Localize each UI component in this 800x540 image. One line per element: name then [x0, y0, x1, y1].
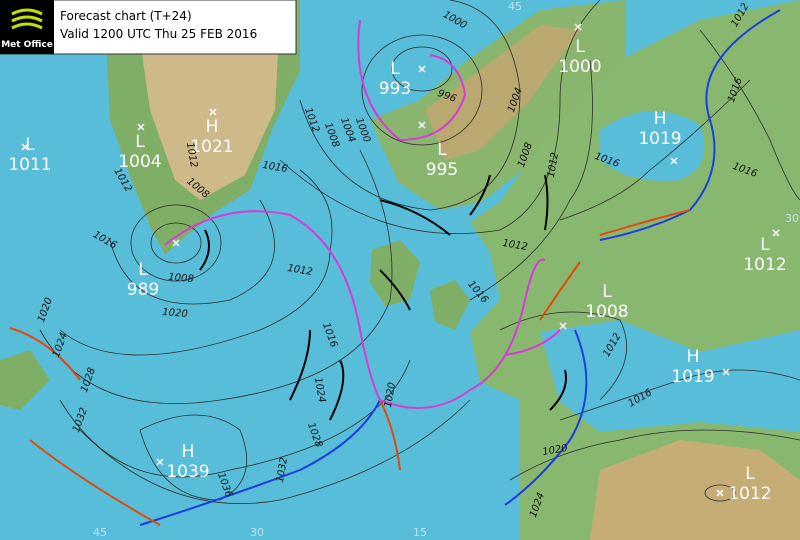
- center-type: L: [138, 260, 148, 280]
- graticule-label: 30: [250, 526, 264, 539]
- isobar-label: 1032: [275, 457, 290, 484]
- center-marker: [722, 368, 730, 376]
- center-type: H: [687, 347, 700, 367]
- center-marker: [772, 229, 780, 237]
- fronts: [9, 9, 781, 526]
- center-marker: [209, 108, 217, 116]
- center-type: L: [575, 37, 585, 57]
- isobar-label: 1020: [162, 307, 188, 320]
- center-value: 1019: [638, 129, 681, 149]
- isobar-label: 1020: [542, 443, 569, 458]
- center-marker: [716, 489, 724, 497]
- center-value: 1008: [585, 302, 628, 322]
- center-value: 1011: [8, 155, 51, 175]
- center-marker: [137, 123, 145, 131]
- isobar-label: 1020: [383, 382, 398, 409]
- center-marker: [418, 65, 426, 73]
- isobar-label: 1012: [286, 263, 313, 278]
- center-marker: [172, 239, 180, 247]
- center-value: 1021: [190, 137, 233, 157]
- isobar-label: 1012: [546, 152, 561, 179]
- center-value: 1039: [166, 462, 209, 482]
- center-value: 993: [379, 79, 411, 99]
- center-marker: [418, 121, 426, 129]
- graticule-label: 15: [413, 526, 427, 539]
- troughs: [199, 174, 567, 421]
- valid-time: Valid 1200 UTC Thu 25 FEB 2016: [60, 27, 257, 41]
- isobar-label: 1016: [261, 160, 288, 175]
- center-value: 1000: [558, 57, 601, 77]
- center-type: L: [437, 140, 447, 160]
- graticule-label: 45: [93, 526, 107, 539]
- isobars: [39, 0, 800, 505]
- isobar-label: 1012: [184, 142, 199, 169]
- center-marker: [156, 458, 164, 466]
- graticule-labels: 45 45 30 15 30: [93, 0, 799, 539]
- isobar-label: 1024: [312, 377, 327, 404]
- center-marker: [670, 157, 678, 165]
- center-type: L: [390, 59, 400, 79]
- chart-title: Forecast chart (T+24): [60, 9, 192, 23]
- center-type: L: [135, 132, 145, 152]
- center-value: 1004: [118, 152, 161, 172]
- center-type: H: [182, 442, 195, 462]
- center-marker: [574, 23, 582, 31]
- center-type: L: [745, 464, 755, 484]
- graticule-label: 30: [785, 212, 799, 225]
- center-value: 1012: [743, 255, 786, 275]
- pressure-centers: L1011L1004H1021L989L993L995L1000H1019L10…: [8, 23, 787, 504]
- center-type: H: [206, 117, 219, 137]
- logo-text: Met Office: [1, 40, 53, 50]
- center-marker: [21, 143, 29, 151]
- center-value: 1019: [671, 367, 714, 387]
- header-box: Met Office Forecast chart (T+24) Valid 1…: [0, 0, 297, 55]
- center-type: H: [654, 109, 667, 129]
- isobar-label: 1012: [501, 238, 528, 253]
- graticule-label: 45: [508, 0, 522, 13]
- center-type: L: [602, 282, 612, 302]
- isobar-label: 1008: [168, 272, 194, 285]
- center-type: L: [760, 235, 770, 255]
- center-marker: [559, 322, 567, 330]
- center-type: L: [25, 135, 35, 155]
- center-value: 1012: [728, 484, 771, 504]
- center-value: 995: [426, 160, 458, 180]
- center-value: 989: [127, 280, 159, 300]
